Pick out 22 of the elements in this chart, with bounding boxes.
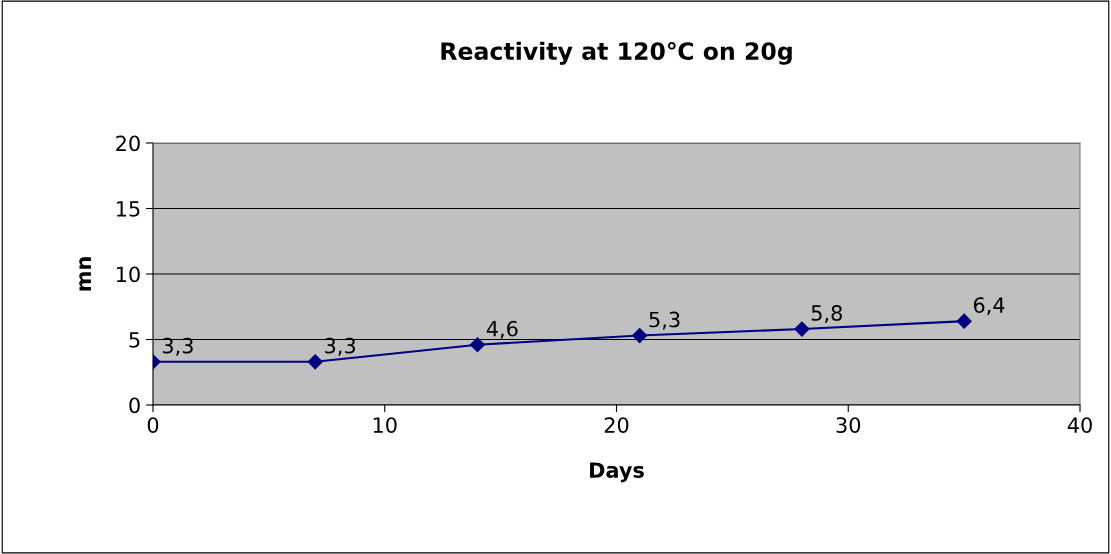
- x-tick-label: 10: [373, 417, 397, 433]
- data-label: 5,3: [649, 311, 680, 330]
- data-label: 6,4: [973, 297, 1005, 316]
- data-label: 5,8: [811, 305, 842, 323]
- y-tick-label: 5: [129, 332, 140, 348]
- x-axis-title: Days: [590, 462, 644, 483]
- x-tick-label: 20: [604, 417, 629, 433]
- point: [632, 327, 648, 344]
- chart-title: Reactivity at 120℃ on 20g: [441, 41, 792, 65]
- point: [956, 313, 972, 329]
- x-tick-label: 0: [147, 417, 159, 433]
- point: [469, 337, 486, 353]
- y-axis-title: mn: [79, 257, 91, 291]
- y-tick-label: 10: [116, 266, 140, 283]
- y-tick-label: 0: [129, 397, 140, 414]
- point: [794, 321, 810, 337]
- x-tick-label: 30: [836, 417, 861, 433]
- y-tick-label: 20: [116, 135, 140, 152]
- y-tick-label: 15: [116, 201, 140, 217]
- x-tick-label: 40: [1067, 417, 1092, 433]
- data-label: 4,6: [486, 320, 518, 339]
- point: [307, 354, 323, 370]
